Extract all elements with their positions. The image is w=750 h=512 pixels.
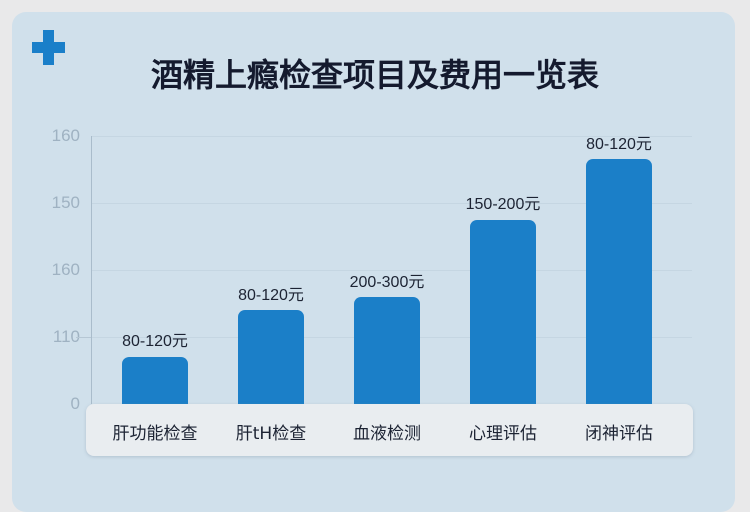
bar-value-label: 80-120元 xyxy=(122,333,188,350)
x-category-label: 肝tH检查 xyxy=(235,424,307,444)
y-tick-mark xyxy=(76,337,91,338)
bar-value-label: 80-120元 xyxy=(238,287,304,304)
bar-liver-test[interactable] xyxy=(238,310,304,404)
gridline xyxy=(92,203,692,204)
title-text: 酒精上瘾检查项目及费用一览表 xyxy=(150,56,599,94)
plus-vertical xyxy=(43,30,54,65)
medical-plus-icon xyxy=(32,30,65,65)
x-category-label: 血液检测 xyxy=(353,424,421,444)
x-category-label: 心理评估 xyxy=(469,424,537,444)
bar-mental-eval[interactable] xyxy=(586,159,652,404)
y-tick-label: 150 xyxy=(51,193,80,212)
page-title: 酒精上瘾检查项目及费用一览表 xyxy=(0,50,750,96)
x-axis-label-panel xyxy=(86,404,693,456)
bar-value-label: 150-200元 xyxy=(465,196,541,213)
gridline xyxy=(92,136,692,137)
y-tick-label: 160 xyxy=(51,126,80,145)
y-tick-label: 160 xyxy=(51,260,80,279)
bar-blood-test[interactable] xyxy=(354,297,420,404)
bar-value-label: 200-300元 xyxy=(349,274,425,291)
x-category-label: 肝功能检查 xyxy=(112,424,198,444)
y-axis-line xyxy=(91,136,92,404)
bar-liver-function[interactable] xyxy=(122,357,188,404)
y-tick-label: 0 xyxy=(70,394,80,413)
y-tick-label: 110 xyxy=(52,327,80,346)
gridline xyxy=(92,270,692,271)
bar-psych-eval[interactable] xyxy=(470,220,536,404)
bar-value-label: 80-120元 xyxy=(586,136,652,153)
x-category-label: 闭神评估 xyxy=(585,424,653,444)
